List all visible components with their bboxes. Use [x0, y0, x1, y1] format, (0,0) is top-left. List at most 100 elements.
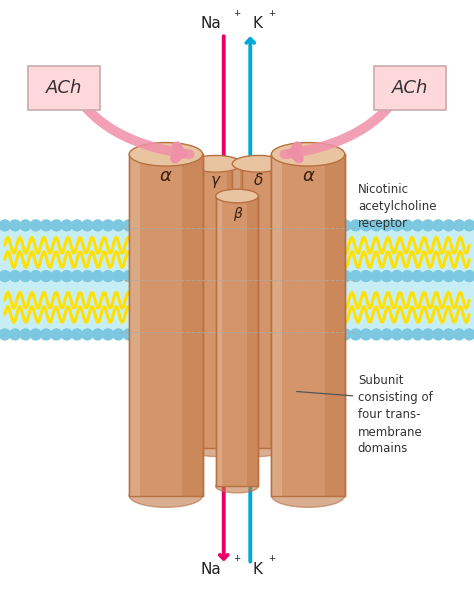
Circle shape [392, 329, 402, 340]
Circle shape [0, 220, 10, 231]
Circle shape [51, 329, 62, 340]
Text: δ: δ [254, 173, 263, 188]
Circle shape [0, 270, 10, 282]
Ellipse shape [271, 484, 345, 508]
Circle shape [361, 270, 372, 282]
Bar [271, 154, 283, 496]
Circle shape [319, 270, 330, 282]
Circle shape [102, 220, 113, 231]
Text: $^+$: $^+$ [266, 554, 277, 568]
Circle shape [41, 220, 52, 231]
Ellipse shape [216, 479, 258, 493]
Circle shape [9, 220, 20, 231]
Text: K: K [253, 562, 263, 576]
Circle shape [30, 329, 41, 340]
Circle shape [113, 220, 124, 231]
Ellipse shape [190, 440, 242, 457]
Bar [325, 154, 345, 496]
Circle shape [422, 329, 433, 340]
Circle shape [134, 220, 145, 231]
Circle shape [340, 329, 351, 340]
Bar [271, 154, 345, 496]
Circle shape [82, 329, 93, 340]
Circle shape [412, 270, 423, 282]
Bar [228, 164, 242, 448]
Circle shape [144, 220, 155, 231]
Circle shape [402, 329, 413, 340]
Circle shape [0, 329, 10, 340]
Circle shape [443, 220, 454, 231]
Circle shape [381, 329, 392, 340]
Text: Na: Na [201, 562, 221, 576]
Text: α: α [302, 167, 314, 184]
Circle shape [392, 220, 402, 231]
Circle shape [123, 329, 134, 340]
Circle shape [454, 220, 465, 231]
Circle shape [144, 329, 155, 340]
Circle shape [433, 270, 444, 282]
Ellipse shape [129, 484, 203, 508]
Ellipse shape [232, 440, 284, 457]
Bar [232, 164, 240, 448]
Circle shape [329, 270, 340, 282]
Circle shape [51, 270, 62, 282]
Circle shape [102, 329, 113, 340]
Circle shape [20, 329, 31, 340]
Text: ACh: ACh [46, 79, 82, 97]
Circle shape [61, 220, 72, 231]
Bar [190, 164, 242, 448]
Circle shape [412, 220, 423, 231]
Ellipse shape [190, 155, 242, 172]
Circle shape [51, 220, 62, 231]
Text: α: α [160, 167, 172, 184]
Text: β: β [233, 207, 241, 221]
Bar [216, 196, 258, 486]
Circle shape [41, 329, 52, 340]
Circle shape [350, 220, 361, 231]
Ellipse shape [216, 189, 258, 203]
Circle shape [381, 270, 392, 282]
Circle shape [350, 329, 361, 340]
Bar [129, 154, 203, 496]
Circle shape [9, 270, 20, 282]
Ellipse shape [271, 142, 345, 166]
Circle shape [92, 220, 103, 231]
Bar [129, 154, 140, 496]
FancyBboxPatch shape [374, 66, 446, 110]
Bar [246, 196, 258, 486]
Circle shape [92, 329, 103, 340]
Circle shape [61, 329, 72, 340]
Circle shape [381, 220, 392, 231]
Circle shape [340, 270, 351, 282]
Circle shape [350, 270, 361, 282]
FancyBboxPatch shape [28, 66, 100, 110]
Circle shape [464, 270, 474, 282]
Circle shape [361, 220, 372, 231]
Circle shape [329, 329, 340, 340]
Circle shape [20, 220, 31, 231]
Text: γ: γ [211, 173, 220, 188]
Ellipse shape [129, 142, 203, 166]
Circle shape [113, 270, 124, 282]
Text: K: K [253, 17, 263, 31]
Circle shape [412, 329, 423, 340]
Circle shape [371, 329, 382, 340]
Circle shape [464, 329, 474, 340]
Circle shape [123, 270, 134, 282]
Circle shape [329, 220, 340, 231]
Circle shape [402, 270, 413, 282]
Bar [216, 196, 222, 486]
Circle shape [340, 220, 351, 231]
Circle shape [123, 220, 134, 231]
Circle shape [454, 270, 465, 282]
Circle shape [41, 270, 52, 282]
Bar [232, 164, 284, 448]
Circle shape [113, 329, 124, 340]
Circle shape [92, 270, 103, 282]
Bar [270, 164, 284, 448]
Circle shape [443, 270, 454, 282]
Bar [182, 154, 203, 496]
Circle shape [82, 220, 93, 231]
Text: Subunit
consisting of
four trans-
membrane
domains: Subunit consisting of four trans- membra… [358, 375, 433, 455]
Circle shape [61, 270, 72, 282]
